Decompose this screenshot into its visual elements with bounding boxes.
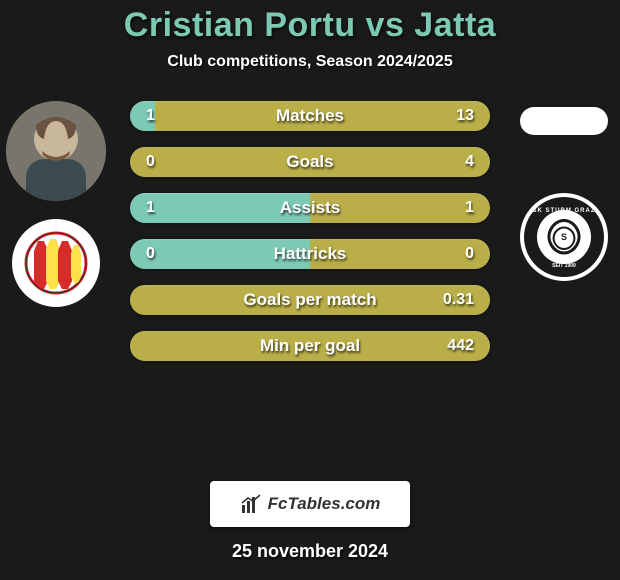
stat-value-left: 1 [146,101,155,131]
svg-text:SEIT 1909: SEIT 1909 [552,263,576,269]
stat-value-right: 13 [456,101,474,131]
stat-row: Goals per match0.31 [130,285,490,315]
club-badge-icon: SK STURM GRAZ SEIT 1909 S [520,193,608,281]
player-left-column [6,101,106,307]
svg-text:S: S [561,232,567,242]
stat-value-right: 4 [465,147,474,177]
svg-text:SK STURM GRAZ: SK STURM GRAZ [533,208,596,214]
stat-row: Goals0 4 [130,147,490,177]
club-badge-icon [12,219,100,307]
stat-row: Matches1 13 [130,101,490,131]
player-right-placeholder [520,107,608,135]
stat-label: Assists [130,193,490,223]
brand-text: FcTables.com [268,494,381,514]
brand-chart-icon [240,493,262,515]
player-left-club-badge [12,219,100,307]
stat-value-right: 1 [465,193,474,223]
stat-row: Assists1 1 [130,193,490,223]
stat-value-left: 1 [146,193,155,223]
page-title: Cristian Portu vs Jatta [0,6,620,45]
stat-label: Goals [130,147,490,177]
player-left-avatar [6,101,106,201]
stat-row: Min per goal442 [130,331,490,361]
stat-value-right: 0.31 [443,285,474,315]
date-text: 25 november 2024 [0,541,620,562]
player-right-column: SK STURM GRAZ SEIT 1909 S [514,101,614,281]
stat-row: Hattricks0 0 [130,239,490,269]
stat-label: Matches [130,101,490,131]
stat-label: Hattricks [130,239,490,269]
stat-value-left: 0 [146,147,155,177]
stat-value-left: 0 [146,239,155,269]
player-right-club-badge: SK STURM GRAZ SEIT 1909 S [520,193,608,281]
person-icon [6,101,106,201]
stat-value-right: 0 [465,239,474,269]
comparison-content: SK STURM GRAZ SEIT 1909 S Matches113Goal… [0,101,620,481]
stat-value-right: 442 [447,331,474,361]
stat-bars: Matches113Goals04Assists11Hattricks00Goa… [130,101,490,377]
stat-label: Goals per match [130,285,490,315]
stat-label: Min per goal [130,331,490,361]
page-subtitle: Club competitions, Season 2024/2025 [0,53,620,71]
brand-box: FcTables.com [210,481,410,527]
